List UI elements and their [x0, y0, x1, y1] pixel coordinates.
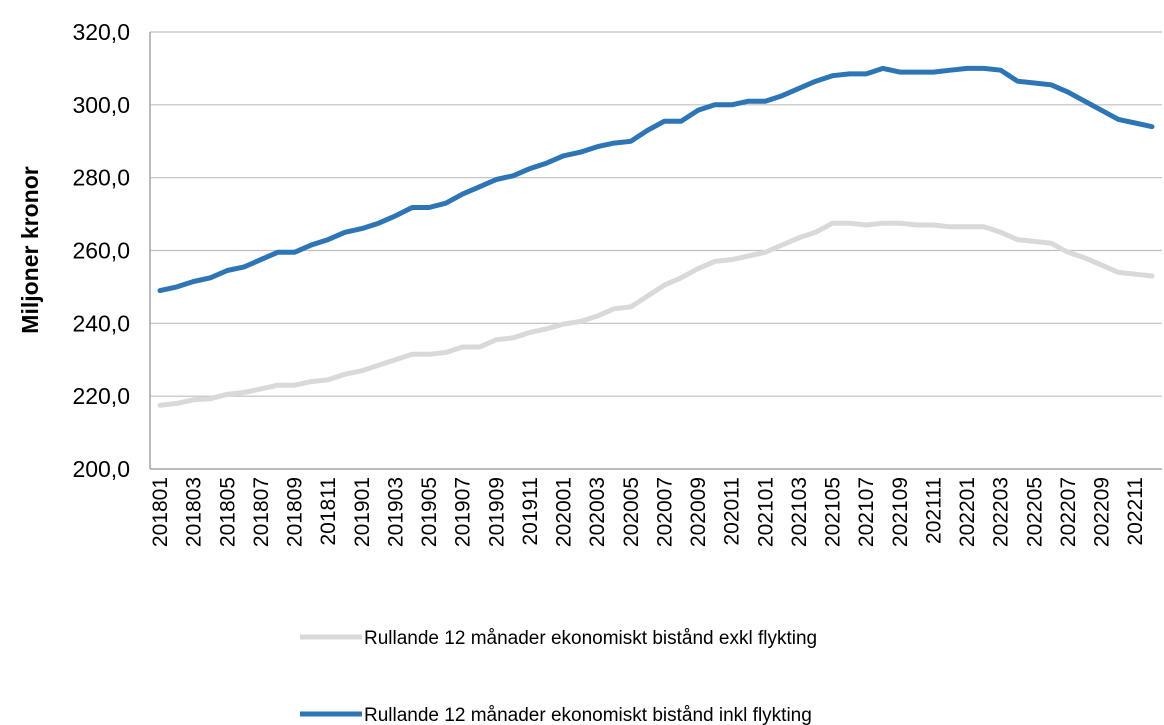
- series-line-2: [157, 65, 1155, 294]
- x-tick-label: 201801: [149, 477, 172, 547]
- x-tick-label: 201911: [519, 477, 542, 546]
- y-tick-label: 200,0: [72, 456, 130, 482]
- y-tick-label: 260,0: [72, 238, 130, 264]
- legend-label-1: Rullande 12 månader ekonomiskt bistånd e…: [364, 628, 817, 649]
- x-axis-ticks: 201801 201803 201805 201807 201809 201811 2019…: [149, 477, 1147, 547]
- x-tick-label: 202011: [721, 477, 744, 546]
- x-tick-label: 202107: [855, 477, 878, 547]
- x-tick-label: 202203: [990, 477, 1013, 547]
- x-tick-label: 202207: [1057, 477, 1080, 547]
- x-tick-label: 202211: [1124, 477, 1147, 546]
- x-tick-label: 201907: [452, 477, 475, 547]
- x-tick-label: 202101: [754, 477, 777, 547]
- x-tick-label: 202201: [956, 477, 979, 547]
- x-tick-label: 202009: [687, 477, 710, 547]
- x-tick-label: 201905: [418, 477, 441, 547]
- series-line-1: [157, 220, 1155, 408]
- x-tick-label: 202003: [586, 477, 609, 547]
- x-tick-label: 202205: [1023, 477, 1046, 547]
- x-tick-label: 202209: [1091, 477, 1114, 547]
- x-tick-label: 201903: [384, 477, 407, 547]
- x-tick-label: 202105: [822, 477, 845, 547]
- y-tick-label: 220,0: [72, 383, 130, 409]
- series-group: [157, 65, 1155, 408]
- x-tick-label: 202001: [553, 477, 576, 547]
- x-tick-label: 202109: [889, 477, 912, 547]
- x-tick-label: 201805: [216, 477, 239, 547]
- x-tick-label: 201909: [485, 477, 508, 547]
- x-tick-label: 201807: [250, 477, 273, 547]
- x-tick-label: 202007: [653, 477, 676, 547]
- x-tick-label: 201811: [317, 477, 340, 546]
- y-axis-label: Miljoner kronor: [17, 166, 43, 333]
- y-tick-label: 280,0: [72, 165, 130, 191]
- x-tick-label: 201809: [284, 477, 307, 547]
- legend: Rullande 12 månader ekonomiskt bistånd e…: [300, 628, 817, 725]
- x-tick-label: 201901: [351, 477, 374, 547]
- y-tick-label: 320,0: [72, 19, 130, 45]
- y-tick-label: 300,0: [72, 92, 130, 118]
- x-tick-label: 202103: [788, 477, 811, 547]
- legend-label-2: Rullande 12 månader ekonomiskt bistånd i…: [364, 705, 812, 725]
- x-tick-label: 202111: [922, 477, 945, 544]
- x-tick-label: 202005: [620, 477, 643, 547]
- y-tick-label: 240,0: [72, 310, 130, 336]
- y-axis-ticks: 200,0 220,0 240,0 260,0 280,0 300,0 320,0: [72, 19, 130, 482]
- x-tick-label: 201803: [183, 477, 206, 547]
- gridlines: [150, 31, 1162, 397]
